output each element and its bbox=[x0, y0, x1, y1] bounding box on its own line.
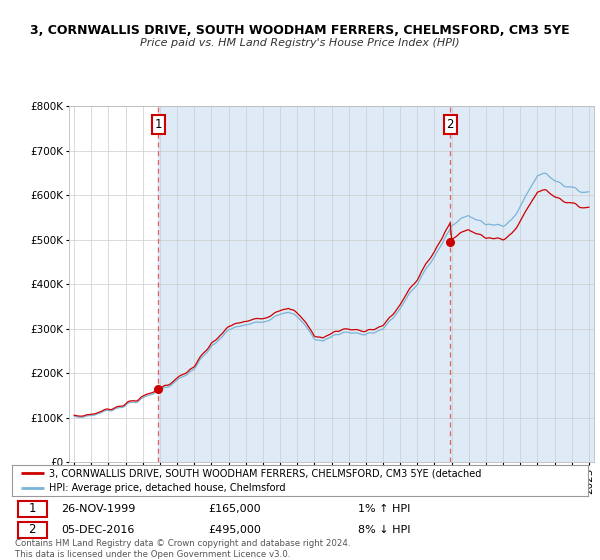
Bar bbox=[158, 106, 598, 462]
Text: HPI: Average price, detached house, Chelmsford: HPI: Average price, detached house, Chel… bbox=[49, 483, 286, 493]
Text: £165,000: £165,000 bbox=[208, 504, 260, 514]
Text: 2: 2 bbox=[446, 118, 454, 130]
FancyBboxPatch shape bbox=[18, 522, 47, 538]
FancyBboxPatch shape bbox=[18, 501, 47, 517]
Text: 05-DEC-2016: 05-DEC-2016 bbox=[61, 525, 134, 535]
Text: 2: 2 bbox=[28, 524, 36, 536]
Text: 1: 1 bbox=[28, 502, 36, 515]
Text: 1% ↑ HPI: 1% ↑ HPI bbox=[358, 504, 410, 514]
Text: 8% ↓ HPI: 8% ↓ HPI bbox=[358, 525, 410, 535]
Text: 26-NOV-1999: 26-NOV-1999 bbox=[61, 504, 136, 514]
Text: £495,000: £495,000 bbox=[208, 525, 261, 535]
Text: Price paid vs. HM Land Registry's House Price Index (HPI): Price paid vs. HM Land Registry's House … bbox=[140, 38, 460, 48]
Text: 3, CORNWALLIS DRIVE, SOUTH WOODHAM FERRERS, CHELMSFORD, CM3 5YE (detached: 3, CORNWALLIS DRIVE, SOUTH WOODHAM FERRE… bbox=[49, 468, 482, 478]
Text: Contains HM Land Registry data © Crown copyright and database right 2024.
This d: Contains HM Land Registry data © Crown c… bbox=[15, 539, 350, 559]
Text: 1: 1 bbox=[154, 118, 162, 130]
Text: 3, CORNWALLIS DRIVE, SOUTH WOODHAM FERRERS, CHELMSFORD, CM3 5YE: 3, CORNWALLIS DRIVE, SOUTH WOODHAM FERRE… bbox=[30, 24, 570, 36]
